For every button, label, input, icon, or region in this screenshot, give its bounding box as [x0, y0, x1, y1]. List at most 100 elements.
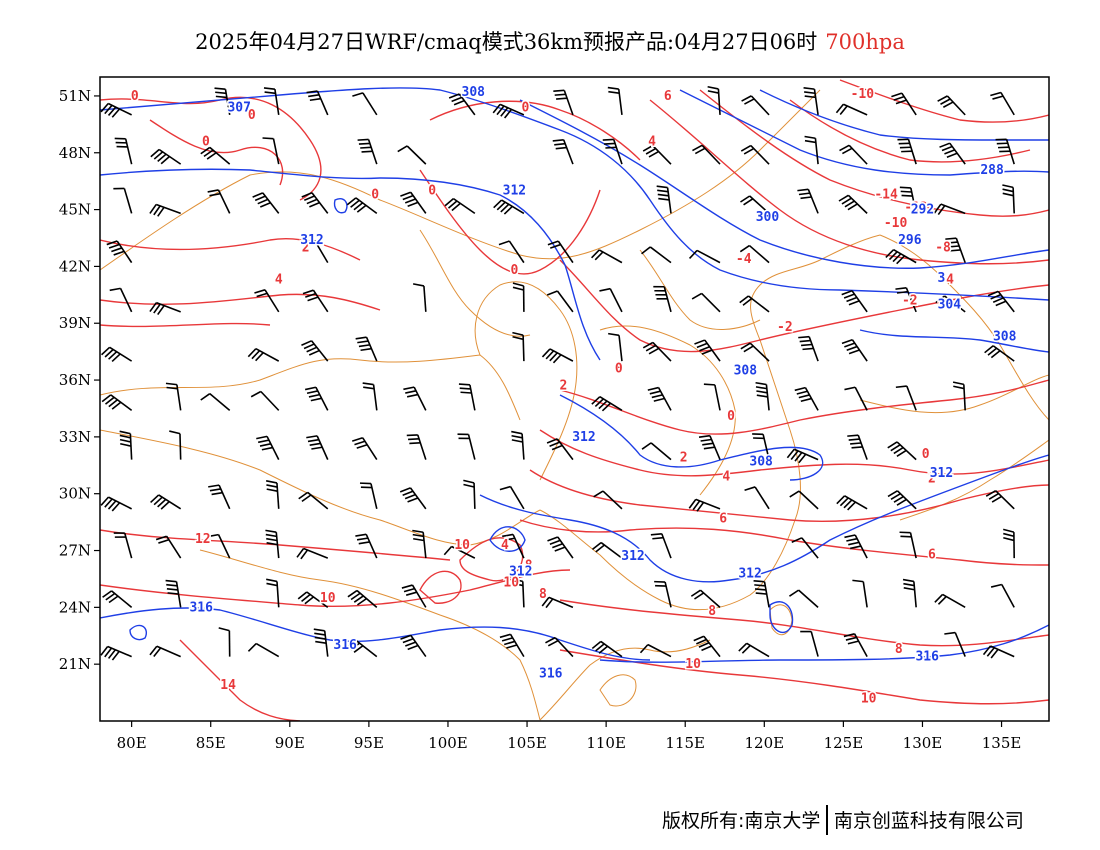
wind-barb-staff: [814, 138, 819, 165]
wind-barb-staff: [696, 249, 721, 264]
wind-barb-flag: [696, 638, 707, 645]
temperature-contour: [559, 649, 1049, 705]
y-tick-label: 30N: [59, 485, 91, 503]
height-label: 316: [333, 638, 357, 653]
wind-barb-staff: [896, 441, 917, 461]
wind-barb-flag: [250, 390, 262, 398]
wind-barb-flag: [786, 448, 795, 459]
wind-barb-staff: [469, 384, 476, 411]
wind-barb-flag: [903, 582, 915, 587]
wind-barb-staff: [323, 630, 329, 657]
wind-barb-staff: [762, 434, 770, 460]
wind-barb-flag: [302, 289, 314, 295]
wind-barb-flag: [356, 204, 367, 213]
wind-barb-flag: [838, 194, 849, 202]
wind-barb-flag: [503, 108, 513, 119]
wind-barb-flag: [839, 497, 849, 507]
wind-barb-staff: [275, 532, 280, 559]
wind-barb-flag: [896, 255, 905, 265]
wind-barb-flag: [200, 393, 211, 401]
wind-barb-flag: [102, 590, 113, 598]
y-tick-label: 48N: [59, 144, 91, 162]
wind-barb-flag: [166, 583, 178, 587]
y-tick-label: 42N: [59, 257, 91, 275]
wind-barb-flag: [656, 185, 668, 189]
height-label: 312: [503, 184, 526, 199]
wind-barb-staff: [949, 142, 966, 165]
wind-barb-flag: [841, 338, 853, 345]
wind-barb-flag: [353, 645, 364, 653]
wind-barb-flag: [1002, 184, 1014, 189]
wind-barb-flag: [1003, 536, 1015, 542]
wind-barb-flag: [100, 102, 109, 113]
temperature-label: 8: [539, 587, 547, 602]
wind-barb-flag: [108, 595, 119, 604]
wind-barb-flag: [692, 144, 703, 152]
wind-barb-flag: [657, 193, 669, 197]
temperature-label: 2: [680, 451, 688, 466]
wind-barb-flag: [552, 354, 562, 364]
wind-barb-staff: [217, 189, 231, 214]
wind-barb-flag: [551, 444, 563, 451]
wind-barb-flag: [266, 537, 278, 542]
wind-barb-flag: [648, 150, 659, 158]
wind-barb-staff: [652, 341, 672, 362]
wind-barb-flag: [887, 490, 898, 498]
x-tick-label: 125E: [824, 734, 864, 752]
wind-barb-flag: [458, 383, 470, 386]
wind-barb-flag: [798, 192, 810, 196]
wind-barb-flag: [939, 142, 951, 148]
wind-barb-flag: [353, 595, 364, 603]
height-label: 292: [911, 203, 934, 218]
wind-barb-flag: [804, 139, 816, 144]
x-tick-label: 130E: [903, 734, 943, 752]
wind-barb-flag: [802, 347, 814, 351]
wind-barb-flag: [247, 348, 257, 358]
wind-barb-flag: [896, 498, 907, 506]
wind-barb-staff: [940, 203, 966, 215]
wind-barb-staff: [119, 288, 133, 313]
wind-barb-staff: [909, 532, 917, 559]
temperature-contour: [459, 537, 524, 582]
wind-barb-staff: [413, 386, 427, 411]
wind-barb-flag: [160, 501, 170, 510]
wind-barb-flag: [990, 91, 1002, 97]
x-tick-label: 85E: [196, 734, 226, 752]
wind-barb-flag: [738, 642, 748, 652]
wind-barb-flag: [942, 101, 954, 108]
temperature-contour: [529, 469, 1049, 522]
wind-barb-flag: [265, 480, 278, 484]
wind-barb-flag: [315, 640, 327, 644]
wind-barbs-layer: [100, 85, 1016, 661]
wind-barb-staff: [854, 386, 868, 411]
wind-barb-flag: [153, 151, 164, 160]
wind-barb-flag: [688, 249, 698, 260]
wind-barb-flag: [149, 203, 157, 214]
wind-barb-flag: [937, 595, 947, 605]
wind-barb-flag: [306, 390, 318, 395]
wind-barb-flag: [591, 640, 602, 650]
height-label: 296: [898, 233, 922, 248]
wind-barb-flag: [496, 105, 505, 116]
wind-barb-flag: [756, 390, 768, 394]
wind-barb-flag: [946, 152, 958, 158]
boundary-line: [899, 439, 1049, 521]
wind-barb-staff: [362, 437, 378, 461]
wind-barb-flag: [313, 628, 325, 632]
height-label: 312: [572, 430, 595, 445]
map-title: 2025年04月27日WRF/cmaq模式36km预报产品:04月27日06时 7…: [0, 26, 1100, 56]
wind-barb-staff: [107, 645, 132, 658]
wind-barb-flag: [896, 449, 907, 457]
wind-barb-staff: [808, 336, 819, 362]
wind-barb-flag: [986, 647, 995, 657]
wind-barb-flag: [301, 494, 312, 503]
wind-barb-staff: [266, 436, 280, 460]
wind-barb-flag: [400, 634, 412, 640]
height-label: 312: [930, 466, 953, 481]
y-tick-label: 39N: [59, 314, 91, 332]
wind-barb-staff: [664, 581, 672, 608]
wind-barb-flag: [412, 283, 425, 287]
wind-barb-flag: [119, 430, 131, 435]
wind-barb-flag: [740, 144, 752, 152]
height-labels: 3073083123123002962882923304308308312308…: [188, 84, 1018, 683]
